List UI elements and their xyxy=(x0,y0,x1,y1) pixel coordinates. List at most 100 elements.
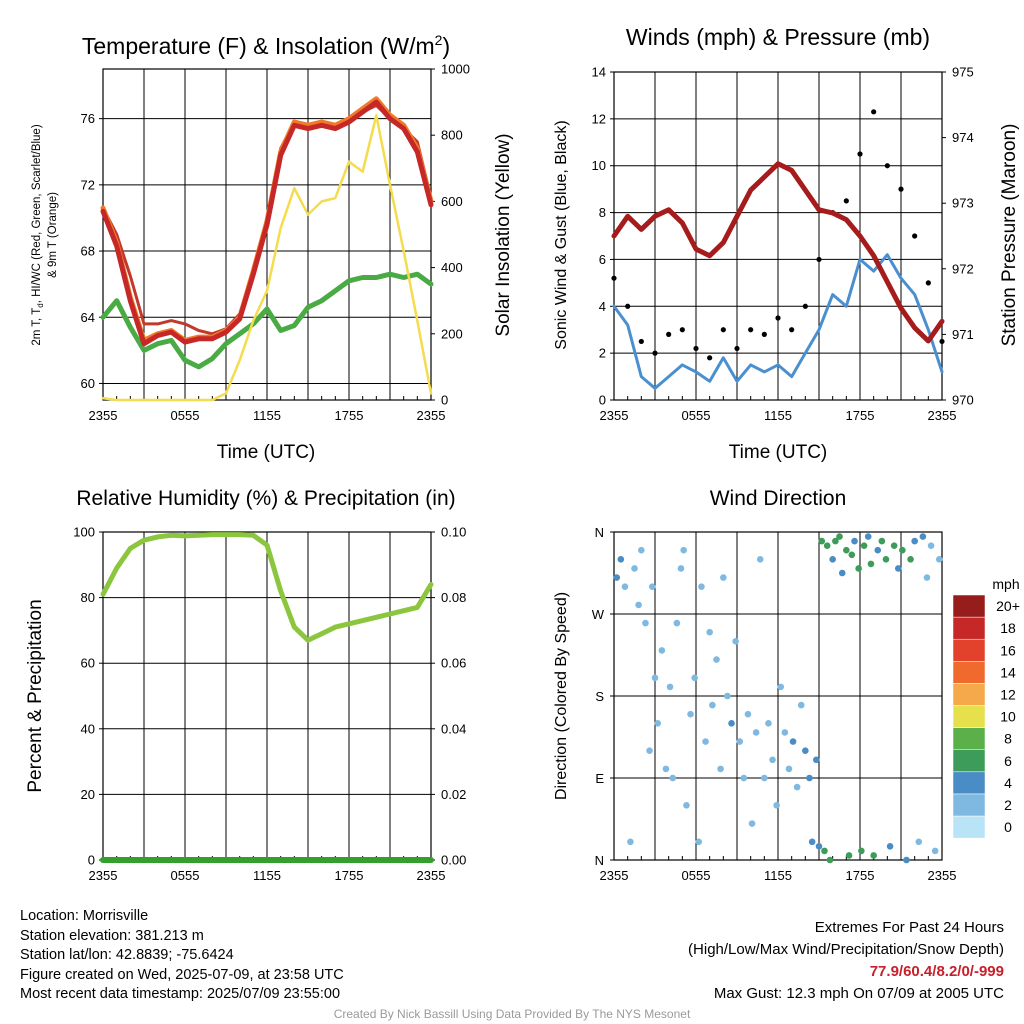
wind_direction-xtick-label: 2355 xyxy=(600,868,629,883)
direction-point xyxy=(706,628,713,636)
direction-point xyxy=(781,729,789,736)
temperature-y2tick-label: 800 xyxy=(441,128,463,143)
direction-point xyxy=(855,565,862,572)
direction-point xyxy=(923,574,931,581)
temperature-series-line xyxy=(100,99,434,347)
direction-point xyxy=(848,551,856,559)
direction-point xyxy=(927,542,935,549)
legend-color-swatch xyxy=(952,683,986,706)
direction-ylabel: Direction (Colored By Speed) xyxy=(553,592,570,800)
temperature-ytick-label: 68 xyxy=(81,244,95,259)
direction-point xyxy=(797,701,805,709)
credit-line: Created By Nick Bassill Using Data Provi… xyxy=(333,1007,691,1021)
temperature-ytick-label: 76 xyxy=(81,111,95,126)
winds-y2tick-label: 975 xyxy=(952,65,974,80)
gust-point xyxy=(843,198,849,204)
winds-y2tick-label: 973 xyxy=(952,196,974,211)
direction-point xyxy=(815,843,823,850)
temperature-plot-frame xyxy=(102,68,432,401)
temperature-ytick-label: 72 xyxy=(81,177,95,192)
winds-ylabel: Sonic Wind & Gust (Blue, Black) xyxy=(553,120,570,349)
gust-point xyxy=(925,280,931,286)
temperature-ylabel-line2: & 9m T (Orange) xyxy=(47,192,59,278)
temperature-y2tick-label: 400 xyxy=(441,260,463,275)
winds-title: Winds (mph) & Pressure (mb) xyxy=(626,24,930,50)
humidity-y2tick-label: 0.00 xyxy=(441,853,466,868)
temperature-panel: Temperature (F) & Insolation (W/m2) Time… xyxy=(31,32,514,463)
direction-point xyxy=(907,556,914,563)
direction-point xyxy=(843,546,850,554)
legend-label: 20+ xyxy=(996,598,1020,614)
direction-point xyxy=(732,638,739,645)
direction-point xyxy=(919,533,927,540)
direction-point xyxy=(662,765,670,773)
legend-color-swatch xyxy=(952,727,986,750)
winds-xlabel: Time (UTC) xyxy=(729,442,828,463)
direction-point xyxy=(691,674,698,682)
extremes-title: Extremes For Past 24 Hours xyxy=(814,919,1004,936)
direction-point xyxy=(613,574,621,581)
temperature-xlabel: Time (UTC) xyxy=(217,442,316,463)
direction-ytick-label: S xyxy=(595,689,604,704)
humidity-y2tick-label: 0.10 xyxy=(441,525,466,540)
direction-ytick-label: W xyxy=(592,607,605,622)
humidity-xtick-label: 2355 xyxy=(89,868,118,883)
humidity-xtick-label: 1155 xyxy=(253,868,281,883)
wind_direction-plot-frame xyxy=(613,531,943,861)
direction-point xyxy=(890,542,898,549)
direction-point xyxy=(695,838,703,846)
direction-point xyxy=(838,569,846,577)
direction-point xyxy=(728,720,735,727)
legend-color-swatch xyxy=(952,638,986,662)
direction-point xyxy=(773,802,780,809)
direction-point xyxy=(635,601,642,609)
direction-point xyxy=(867,560,875,568)
direction-panel: Wind Direction Direction (Colored By Spe… xyxy=(553,487,1020,800)
humidity-xtick-label: 1755 xyxy=(335,868,364,883)
direction-point xyxy=(621,583,629,590)
pressure-line xyxy=(611,161,945,344)
legend-label: 0 xyxy=(1004,819,1012,835)
humidity-ytick-label: 80 xyxy=(81,590,95,605)
temperature-xtick-label: 2355 xyxy=(89,408,118,423)
temperature-y2tick-label: 600 xyxy=(441,194,463,209)
direction-point xyxy=(687,710,694,718)
temperature-y2label: Solar Insolation (Yellow) xyxy=(493,133,514,336)
gust-point xyxy=(939,338,945,345)
station-location: Location: Morrisville xyxy=(20,908,149,924)
extremes-info: Extremes For Past 24 Hours (High/Low/Max… xyxy=(688,917,1004,1005)
winds-y2tick-label: 972 xyxy=(952,261,974,276)
winds-xtick-label: 0555 xyxy=(682,408,711,423)
direction-point xyxy=(818,537,826,545)
direction-point xyxy=(886,843,894,850)
gust-point xyxy=(748,327,754,333)
temperature-ytick-label: 60 xyxy=(81,376,95,391)
legend-label: 16 xyxy=(1000,642,1016,658)
direction-point xyxy=(821,847,828,855)
legend-color-swatch xyxy=(952,771,986,795)
direction-point xyxy=(748,820,756,827)
direction-point xyxy=(713,656,720,663)
wind_direction-xtick-label: 2355 xyxy=(928,868,957,883)
direction-point xyxy=(785,765,793,773)
humidity-ytick-label: 40 xyxy=(81,721,95,736)
winds-panel: Winds (mph) & Pressure (mb) Time (UTC) S… xyxy=(553,24,1020,463)
humidity-y2tick-label: 0.04 xyxy=(441,721,466,736)
direction-point xyxy=(765,720,772,727)
direction-ytick-label: N xyxy=(595,853,604,868)
humidity-xtick-label: 0555 xyxy=(171,868,200,883)
temperature-series-line xyxy=(101,114,433,402)
humidity-panel: Relative Humidity (%) & Precipitation (i… xyxy=(25,487,456,793)
direction-point xyxy=(669,774,677,782)
direction-point xyxy=(826,856,834,864)
legend-color-swatch xyxy=(952,793,986,817)
direction-point xyxy=(709,701,716,709)
humidity-ytick-label: 0 xyxy=(88,853,95,868)
winds-ytick-label: 6 xyxy=(599,252,606,267)
direction-point xyxy=(617,556,625,563)
temperature-xtick-label: 1755 xyxy=(335,408,364,423)
humidity-ylabel: Percent & Precipitation xyxy=(25,599,46,792)
direction-point xyxy=(648,583,656,590)
direction-point xyxy=(882,556,890,563)
